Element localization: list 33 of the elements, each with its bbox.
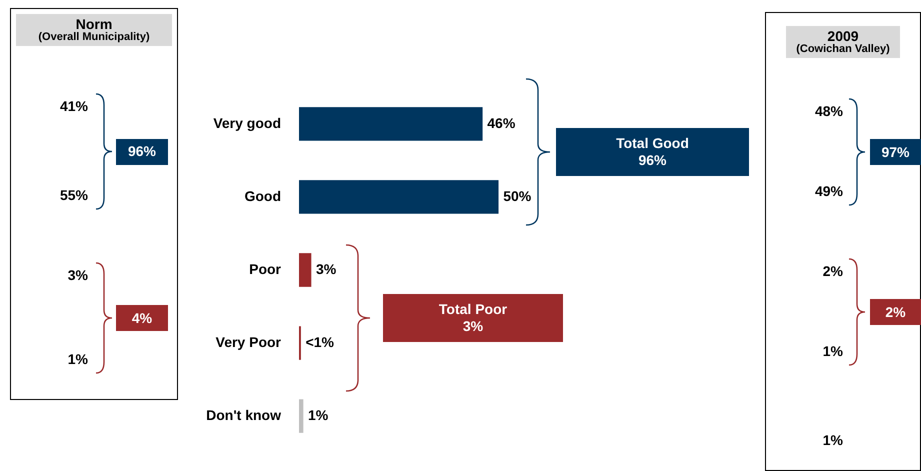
- text: (Cowichan Valley): [795, 42, 891, 56]
- bar: [299, 399, 304, 433]
- text: Norm: [74, 16, 114, 32]
- data-label: 2%: [822, 263, 843, 279]
- data-label: <1%: [306, 334, 335, 350]
- data-label: 41%: [58, 98, 88, 114]
- data-label: 46%: [487, 114, 516, 131]
- text: (Overall Municipality): [37, 30, 151, 44]
- y-tick-label: Very good: [213, 114, 281, 131]
- text: 2009: [826, 28, 860, 44]
- total-box: Total Good 96%: [556, 128, 749, 176]
- y-tick-label: Poor: [249, 260, 282, 277]
- y-tick-label: Don't know: [206, 406, 282, 423]
- y-tick-label: Good: [244, 188, 281, 204]
- data-label: 48%: [814, 103, 843, 119]
- total-box: 4%: [116, 305, 168, 331]
- data-label: 50%: [503, 188, 532, 204]
- data-label: 1%: [308, 406, 329, 423]
- total-box: Total Poor 3%: [383, 294, 563, 342]
- data-label: 1%: [822, 432, 843, 448]
- data-label: 1%: [822, 343, 843, 359]
- y-tick-label: Very Poor: [216, 334, 282, 350]
- bar: [299, 253, 312, 287]
- total-box: 97%: [870, 139, 921, 165]
- bar: [299, 180, 499, 214]
- data-label: 3%: [66, 267, 88, 283]
- data-label: 55%: [58, 187, 88, 203]
- total-box: 2%: [870, 299, 921, 325]
- data-label: 3%: [316, 260, 337, 277]
- bar: [299, 107, 483, 141]
- data-label: 1%: [66, 351, 88, 367]
- total-box: 96%: [116, 138, 168, 164]
- data-label: 49%: [814, 183, 843, 199]
